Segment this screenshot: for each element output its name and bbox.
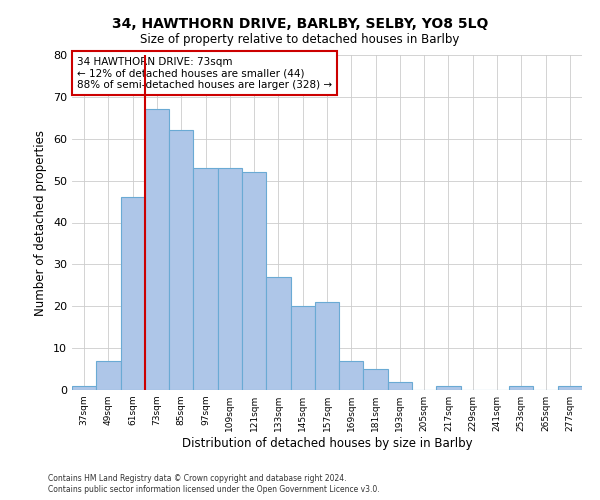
Bar: [193, 168, 218, 390]
Bar: [509, 386, 533, 390]
Bar: [315, 302, 339, 390]
X-axis label: Distribution of detached houses by size in Barlby: Distribution of detached houses by size …: [182, 437, 472, 450]
Bar: [266, 277, 290, 390]
Bar: [339, 360, 364, 390]
Bar: [290, 306, 315, 390]
Bar: [145, 110, 169, 390]
Y-axis label: Number of detached properties: Number of detached properties: [34, 130, 47, 316]
Bar: [121, 198, 145, 390]
Bar: [96, 360, 121, 390]
Text: Size of property relative to detached houses in Barlby: Size of property relative to detached ho…: [140, 32, 460, 46]
Bar: [388, 382, 412, 390]
Text: 34, HAWTHORN DRIVE, BARLBY, SELBY, YO8 5LQ: 34, HAWTHORN DRIVE, BARLBY, SELBY, YO8 5…: [112, 18, 488, 32]
Bar: [218, 168, 242, 390]
Text: Contains HM Land Registry data © Crown copyright and database right 2024.
Contai: Contains HM Land Registry data © Crown c…: [48, 474, 380, 494]
Bar: [364, 369, 388, 390]
Text: 34 HAWTHORN DRIVE: 73sqm
← 12% of detached houses are smaller (44)
88% of semi-d: 34 HAWTHORN DRIVE: 73sqm ← 12% of detach…: [77, 56, 332, 90]
Bar: [72, 386, 96, 390]
Bar: [169, 130, 193, 390]
Bar: [436, 386, 461, 390]
Bar: [242, 172, 266, 390]
Bar: [558, 386, 582, 390]
